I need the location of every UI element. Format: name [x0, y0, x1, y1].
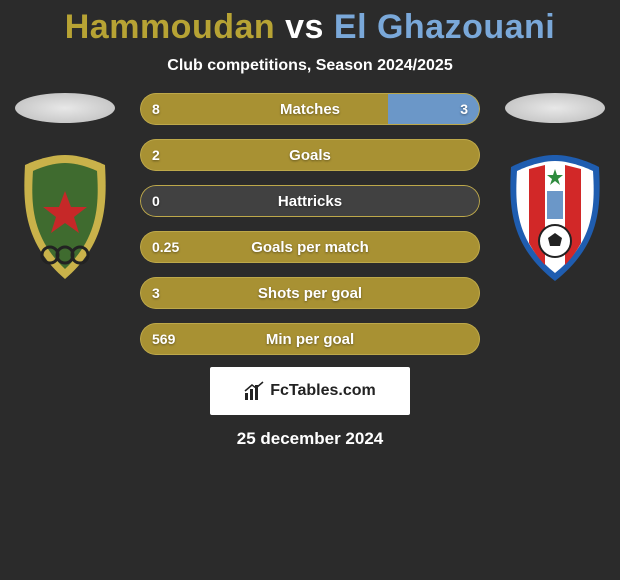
branding-badge[interactable]: FcTables.com	[210, 367, 410, 415]
stat-bar: 0Hattricks	[140, 185, 480, 217]
main-row: 83Matches 2Goals 0Hattricks 0.25Goals per m…	[0, 93, 620, 355]
stat-label: Shots per goal	[140, 277, 480, 309]
stat-bar: 2Goals	[140, 139, 480, 171]
shield-icon	[15, 153, 115, 283]
stat-bar: 0.25Goals per match	[140, 231, 480, 263]
stat-label: Goals per match	[140, 231, 480, 263]
date-text: 25 december 2024	[0, 429, 620, 449]
title-right-name: El Ghazouani	[334, 8, 555, 46]
stat-label: Matches	[140, 93, 480, 125]
stat-bar: 569Min per goal	[140, 323, 480, 355]
right-club-crest	[505, 153, 605, 283]
chart-icon	[244, 381, 264, 401]
left-club-crest	[15, 153, 115, 283]
title-left-name: Hammoudan	[65, 8, 275, 46]
page-title: Hammoudan vs El Ghazouani	[0, 0, 620, 47]
stat-label: Hattricks	[140, 185, 480, 217]
stat-label: Goals	[140, 139, 480, 171]
right-player-headshot	[505, 93, 605, 123]
stat-bar: 83Matches	[140, 93, 480, 125]
title-vs: vs	[275, 8, 334, 46]
left-player-headshot	[15, 93, 115, 123]
branding-text: FcTables.com	[270, 382, 376, 400]
stat-bars: 83Matches 2Goals 0Hattricks 0.25Goals per m…	[140, 93, 480, 355]
shield-icon	[505, 153, 605, 283]
subtitle: Club competitions, Season 2024/2025	[0, 57, 620, 75]
left-player-column	[10, 93, 120, 283]
stat-bar: 3Shots per goal	[140, 277, 480, 309]
stat-label: Min per goal	[140, 323, 480, 355]
right-player-column	[500, 93, 610, 283]
